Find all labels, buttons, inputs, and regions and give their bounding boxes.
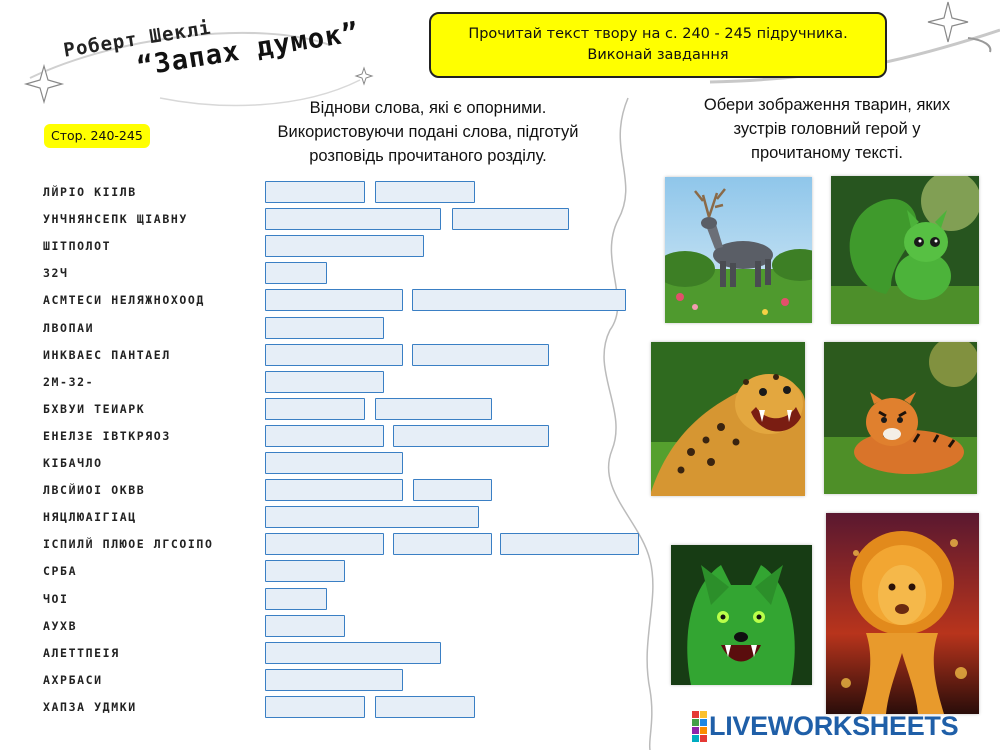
answer-input[interactable] <box>265 588 327 610</box>
instruction-line: прочитаному тексті. <box>751 144 903 162</box>
answer-input[interactable] <box>265 371 384 393</box>
anagram-label: З2Ч <box>43 266 69 280</box>
page-reference-badge: Стор. 240-245 <box>44 124 150 148</box>
green-squirrel-image[interactable] <box>831 176 979 324</box>
anagram-label: ЧОІ <box>43 592 69 606</box>
logo-block <box>700 718 707 726</box>
answer-input[interactable] <box>265 398 365 420</box>
anagram-label: ЕНЕЛЗЕ ІВТКРЯОЗ <box>43 429 171 443</box>
answer-input[interactable] <box>265 506 479 528</box>
answer-input[interactable] <box>265 615 345 637</box>
task-box: Прочитай текст твору на с. 240 - 245 під… <box>429 12 887 78</box>
anagram-label: КІБАЧЛО <box>43 456 103 470</box>
logo-block <box>692 734 699 742</box>
answer-input[interactable] <box>412 289 626 311</box>
answer-input[interactable] <box>412 344 549 366</box>
star-icon <box>23 63 65 105</box>
logo-blocks-icon <box>692 710 707 742</box>
anagram-label: ШІТПОЛОТ <box>43 239 112 253</box>
task-line: Виконай завдання <box>587 47 729 63</box>
tiger-image[interactable] <box>824 342 977 494</box>
answer-input[interactable] <box>265 533 384 555</box>
anagram-label: ЛВОПАИ <box>43 321 95 335</box>
green-wolf-image[interactable] <box>671 545 812 685</box>
answer-input[interactable] <box>265 181 365 203</box>
answer-input[interactable] <box>265 669 403 691</box>
liveworksheets-logo: LIVEWORKSHEETS <box>692 710 959 742</box>
logo-text: LIVEWORKSHEETS <box>709 710 959 741</box>
answer-input[interactable] <box>375 696 475 718</box>
instruction-line: Використовуючи подані слова, підготуй <box>277 123 579 141</box>
answer-input[interactable] <box>265 696 365 718</box>
logo-block <box>692 726 699 734</box>
logo-block <box>700 734 707 742</box>
task-line: Прочитай текст твору на с. 240 - 245 під… <box>468 26 848 42</box>
answer-input[interactable] <box>375 181 475 203</box>
answer-input[interactable] <box>265 642 441 664</box>
answer-input[interactable] <box>393 425 549 447</box>
answer-input[interactable] <box>500 533 639 555</box>
instruction-line: Віднови слова, які є опорними. <box>309 99 547 117</box>
deer-image[interactable] <box>665 177 812 323</box>
anagram-label: ХАПЗА УДМКИ <box>43 700 137 714</box>
answer-input[interactable] <box>452 208 569 230</box>
logo-block <box>700 726 707 734</box>
leopard-image[interactable] <box>651 342 805 496</box>
anagram-label: ЛЙРІО КІІЛВ <box>43 185 137 199</box>
right-instruction: Обери зображення тварин, яких зустрів го… <box>668 93 986 165</box>
anagram-label: СРБА <box>43 564 78 578</box>
left-instruction: Віднови слова, які є опорними. Використо… <box>238 96 618 168</box>
anagram-label: АЛЕТТПЕІЯ <box>43 646 120 660</box>
instruction-line: Обери зображення тварин, яких <box>703 96 951 114</box>
anagram-label: ИНКВАЕС ПАНТАЕЛ <box>43 348 171 362</box>
answer-input[interactable] <box>265 235 424 257</box>
answer-input[interactable] <box>265 425 384 447</box>
fire-lion-image[interactable] <box>826 513 979 714</box>
anagram-label: 2М-32- <box>43 375 95 389</box>
anagram-label: АУХВ <box>43 619 78 633</box>
answer-input[interactable] <box>265 479 403 501</box>
logo-block <box>692 710 699 718</box>
anagram-label: АСМТЕСИ НЕЛЯЖНОХООД <box>43 293 205 307</box>
anagram-label: НЯЦЛЮАІГІАЦ <box>43 510 137 524</box>
logo-block <box>692 718 699 726</box>
answer-input[interactable] <box>265 208 441 230</box>
anagram-label: ІСПИЛЙ ПЛЮОЕ ЛГСОІПО <box>43 537 214 551</box>
anagram-label: УНЧНЯНСЕПК ЩІАВНУ <box>43 212 188 226</box>
answer-input[interactable] <box>265 452 403 474</box>
star-icon <box>927 1 969 43</box>
answer-input[interactable] <box>265 289 403 311</box>
answer-input[interactable] <box>375 398 492 420</box>
anagram-label: БХВУИ ТЕИАРК <box>43 402 146 416</box>
anagram-label: АХРБАСИ <box>43 673 103 687</box>
answer-input[interactable] <box>265 317 384 339</box>
instruction-line: розповідь прочитаного розділу. <box>309 147 547 165</box>
answer-input[interactable] <box>265 560 345 582</box>
answer-input[interactable] <box>413 479 492 501</box>
answer-input[interactable] <box>393 533 492 555</box>
answer-input[interactable] <box>265 344 403 366</box>
instruction-line: зустрів головний герой у <box>733 120 921 138</box>
logo-block <box>700 710 707 718</box>
answer-input[interactable] <box>265 262 327 284</box>
anagram-label: ЛВСЙИОІ ОКВВ <box>43 483 146 497</box>
